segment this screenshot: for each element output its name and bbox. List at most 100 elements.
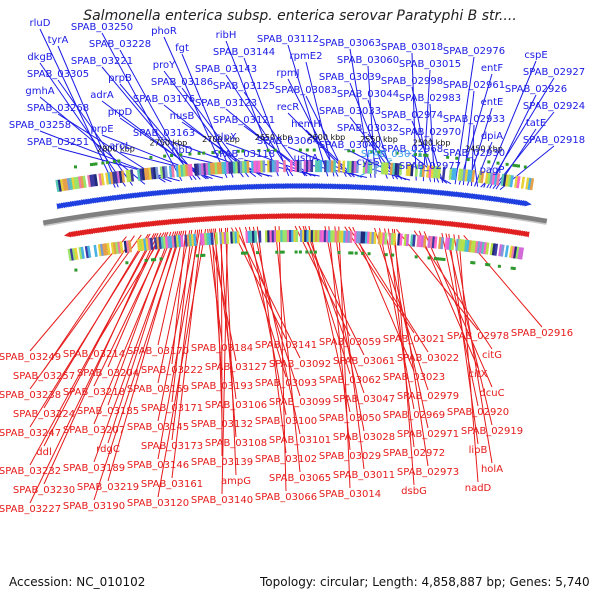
reverse-gene-label[interactable]: SPAB_03232 [0, 466, 61, 477]
reverse-gene-label[interactable]: SPAB_03171 [141, 403, 203, 414]
reverse-gene-label[interactable]: SPAB_03173 [141, 441, 203, 452]
forward-gene-label[interactable]: SPAB_03163 [133, 128, 195, 139]
forward-gene-label[interactable]: adrA [90, 90, 114, 101]
forward-gene-label[interactable]: entF [481, 63, 503, 74]
reverse-gene-label[interactable]: SPAB_03014 [319, 489, 381, 500]
forward-gene-label[interactable]: SPAB_03221 [71, 56, 133, 67]
forward-gene-label[interactable]: SPAB_03060 [337, 55, 399, 66]
reverse-gene-label[interactable]: SPAB_03257 [13, 371, 75, 382]
reverse-gene-label[interactable]: SPAB_03021 [383, 334, 445, 345]
reverse-gene-label[interactable]: SPAB_03047 [333, 394, 395, 405]
reverse-gene-label[interactable]: SPAB_02973 [397, 467, 459, 478]
reverse-gene-label[interactable]: SPAB_02969 [383, 410, 445, 421]
reverse-gene-label[interactable]: SPAB_03222 [141, 365, 203, 376]
forward-gene-label[interactable]: SPAB_02918 [523, 135, 585, 146]
forward-gene-label[interactable]: SPAB_02974 [381, 110, 443, 121]
forward-gene-label[interactable]: SPAB_03143 [195, 64, 257, 75]
forward-gene-label[interactable]: SPAB_03125 [213, 81, 275, 92]
forward-gene-label[interactable]: SPAB_03258 [9, 120, 71, 131]
reverse-gene-label[interactable]: SPAB_03050 [319, 413, 381, 424]
reverse-gene-label[interactable]: ampG [221, 476, 251, 487]
reverse-gene-label[interactable]: SPAB_02972 [383, 448, 445, 459]
forward-gene-label[interactable]: SPAB_03123 [195, 98, 257, 109]
reverse-gene-label[interactable]: SPAB_03224 [13, 409, 75, 420]
reverse-gene-label[interactable]: SPAB_03218 [63, 387, 125, 398]
forward-gene-label[interactable]: rpmJ [276, 68, 299, 79]
reverse-gene-label[interactable]: SPAB_03139 [191, 457, 253, 468]
forward-gene-label[interactable]: SPAB_03015 [399, 59, 461, 70]
reverse-gene-label[interactable]: SPAB_03100 [255, 416, 317, 427]
reverse-gene-label[interactable]: SPAB_03120 [127, 498, 189, 509]
reverse-gene-label[interactable]: dcuC [479, 388, 504, 399]
forward-gene-label[interactable]: SPAB_03083 [275, 85, 337, 96]
forward-gene-label[interactable]: SPAB_02968 [381, 144, 443, 155]
reverse-gene-label[interactable]: SPAB_03247 [0, 428, 61, 439]
reverse-gene-label[interactable]: dsbG [401, 486, 427, 497]
reverse-gene-label[interactable]: SPAB_03106 [205, 400, 267, 411]
reverse-gene-label[interactable]: SPAB_03093 [255, 378, 317, 389]
forward-gene-label[interactable]: SPAB_02983 [399, 93, 461, 104]
reverse-gene-label[interactable]: SPAB_03145 [127, 422, 189, 433]
forward-gene-label[interactable]: SPAB_03063 [319, 38, 381, 49]
reverse-gene-label[interactable]: SPAB_03249 [0, 352, 61, 363]
forward-gene-label[interactable]: SPAB_03033 [319, 106, 381, 117]
reverse-gene-label[interactable]: SPAB_03140 [191, 495, 253, 506]
forward-gene-label[interactable]: phoR [151, 26, 177, 37]
reverse-gene-label[interactable]: SPAB_03161 [141, 479, 203, 490]
forward-gene-label[interactable]: rluD [30, 18, 51, 29]
reverse-gene-label[interactable]: SPAB_03011 [333, 470, 395, 481]
forward-gene-label[interactable]: prpE [90, 124, 113, 135]
forward-gene-label[interactable]: rpmE2 [290, 51, 323, 62]
reverse-gene-label[interactable]: SPAB_03193 [191, 381, 253, 392]
forward-gene-label[interactable]: SPAB_02977 [399, 161, 461, 172]
forward-gene-label[interactable]: proY [153, 60, 176, 71]
reverse-gene-label[interactable]: SPAB_03108 [205, 438, 267, 449]
forward-gene-label[interactable]: SPAB_02924 [523, 101, 585, 112]
forward-gene-label[interactable]: SPAB_03144 [213, 47, 275, 58]
reverse-gene-label[interactable]: SPAB_03028 [333, 432, 395, 443]
forward-gene-label[interactable]: SPAB_03251 [27, 137, 89, 148]
forward-gene-label[interactable]: SPAB_03032 [337, 123, 399, 134]
reverse-gene-label[interactable]: SPAB_03185 [77, 406, 139, 417]
reverse-gene-label[interactable]: SPAB_03099 [269, 397, 331, 408]
reverse-gene-label[interactable]: citX [468, 369, 487, 380]
forward-gene-label[interactable]: dpiA [481, 131, 503, 142]
forward-gene-label[interactable]: dkgB [27, 52, 52, 63]
reverse-gene-label[interactable]: citG [482, 350, 502, 361]
forward-gene-label[interactable]: SPAB_03121 [213, 115, 275, 126]
highlighted-gene-label[interactable]: SPAB_03071 [361, 149, 423, 160]
reverse-gene-label[interactable]: SPAB_03062 [319, 375, 381, 386]
forward-gene-label[interactable]: ribH [216, 30, 237, 41]
reverse-gene-label[interactable]: SPAB_03189 [63, 463, 125, 474]
forward-gene-label[interactable]: aroL [109, 141, 131, 152]
forward-gene-label[interactable]: tyrA [48, 35, 69, 46]
forward-gene-label[interactable]: SPAB_02933 [443, 114, 505, 125]
reverse-gene-label[interactable]: SPAB_02978 [447, 331, 509, 342]
reverse-gene-label[interactable]: SPAB_03238 [0, 390, 61, 401]
forward-gene-label[interactable]: SPAB_02926 [505, 84, 567, 95]
forward-gene-label[interactable]: SPAB_03112 [257, 34, 319, 45]
forward-gene-label[interactable]: SPAB_03044 [337, 89, 399, 100]
forward-gene-label[interactable]: entE [481, 97, 504, 108]
reverse-gene-arrow[interactable] [522, 230, 530, 238]
forward-gene-arrow[interactable] [524, 200, 532, 207]
forward-gene-label[interactable]: cysS [357, 157, 380, 168]
reverse-gene-label[interactable]: SPAB_03184 [191, 343, 253, 354]
reverse-gene-label[interactable]: SPAB_03059 [319, 337, 381, 348]
reverse-gene-label[interactable]: SPAB_03227 [0, 504, 61, 515]
forward-gene-label[interactable]: nusB [170, 111, 195, 122]
reverse-gene-label[interactable]: holA [481, 464, 503, 475]
forward-gene-label[interactable]: SPAB_03118 [213, 149, 275, 160]
forward-gene-label[interactable]: SPAB_03268 [27, 103, 89, 114]
forward-gene-label[interactable]: prpB [108, 73, 132, 84]
reverse-gene-label[interactable]: SPAB_03061 [333, 356, 395, 367]
forward-gene-label[interactable]: SPAB_03176 [133, 94, 195, 105]
forward-gene-label[interactable]: SPAB_03250 [71, 22, 133, 33]
reverse-gene-label[interactable]: SPAB_03132 [191, 419, 253, 430]
reverse-gene-label[interactable]: SPAB_03101 [269, 435, 331, 446]
forward-gene-label[interactable]: prpD [108, 107, 133, 118]
forward-gene-label[interactable]: SPAB_03018 [381, 42, 443, 53]
reverse-gene-label[interactable]: SPAB_03190 [63, 501, 125, 512]
reverse-gene-label[interactable]: SPAB_02979 [397, 391, 459, 402]
reverse-gene-label[interactable]: SPAB_03022 [397, 353, 459, 364]
